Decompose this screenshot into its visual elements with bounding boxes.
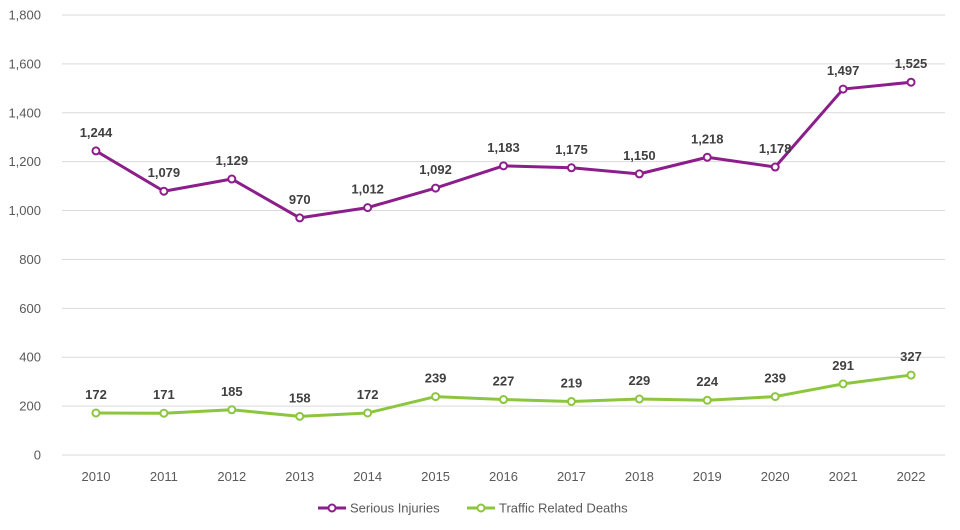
data-label: 229 (628, 373, 650, 388)
data-point (91, 146, 101, 156)
data-point (431, 392, 441, 402)
data-label: 1,244 (80, 125, 113, 140)
legend: Serious Injuries Traffic Related Deaths (318, 501, 628, 516)
data-point (499, 161, 508, 171)
data-point (227, 405, 237, 415)
legend-marker-serious-injuries (327, 503, 337, 513)
x-tick-label: 2017 (557, 469, 586, 484)
data-point (634, 394, 644, 404)
data-label: 1,183 (487, 140, 520, 155)
data-point (566, 163, 576, 173)
data-label: 970 (289, 192, 311, 207)
y-axis-tick-labels: 0 200 400 600 800 1,000 1,200 1,400 1,600 1,800 (8, 8, 41, 463)
data-point (363, 408, 373, 418)
data-point (906, 77, 916, 87)
y-tick-label: 0 (34, 448, 41, 463)
data-label: 1,497 (827, 63, 860, 78)
data-label: 224 (696, 374, 718, 389)
data-point (906, 370, 916, 380)
data-point (634, 169, 644, 179)
data-point (295, 411, 305, 421)
data-label: 1,218 (691, 131, 724, 146)
data-label: 158 (289, 390, 311, 405)
x-tick-label: 2018 (625, 469, 654, 484)
x-tick-label: 2019 (693, 469, 722, 484)
x-tick-label: 2014 (353, 469, 382, 484)
x-tick-label: 2016 (489, 469, 518, 484)
legend-item-traffic-deaths: Traffic Related Deaths (467, 501, 628, 516)
data-point (702, 152, 712, 162)
data-point (159, 186, 169, 196)
data-label: 1,175 (555, 142, 588, 157)
y-tick-label: 200 (19, 399, 41, 414)
data-label: 171 (153, 387, 175, 402)
gridlines (62, 14, 945, 456)
data-label: 1,129 (216, 153, 249, 168)
y-tick-label: 1,200 (8, 154, 41, 169)
legend-label-serious-injuries: Serious Injuries (350, 501, 440, 516)
y-tick-label: 600 (19, 301, 41, 316)
data-label: 185 (221, 384, 243, 399)
y-tick-label: 800 (19, 252, 41, 267)
data-label: 1,525 (895, 56, 928, 71)
data-label: 239 (764, 371, 786, 386)
data-label: 227 (493, 374, 515, 389)
data-point (499, 395, 508, 405)
data-point (702, 395, 712, 405)
data-point (227, 174, 237, 184)
x-tick-label: 2022 (897, 469, 926, 484)
legend-item-serious-injuries: Serious Injuries (318, 501, 440, 516)
data-label: 172 (85, 387, 107, 402)
legend-marker-traffic-deaths (476, 503, 486, 513)
x-tick-label: 2020 (761, 469, 790, 484)
data-point (566, 396, 576, 406)
x-axis-tick-labels: 2010 2011 2012 2013 2014 2015 2016 2017 2018 2019… (82, 469, 926, 484)
y-tick-label: 1,800 (8, 8, 41, 23)
data-label: 1,012 (351, 182, 384, 197)
y-tick-label: 1,600 (8, 56, 41, 71)
x-tick-label: 2015 (421, 469, 450, 484)
legend-label-traffic-deaths: Traffic Related Deaths (499, 501, 628, 516)
data-point (363, 203, 373, 213)
data-label: 1,092 (419, 162, 452, 177)
data-point (91, 408, 101, 418)
data-label: 1,150 (623, 148, 656, 163)
data-point (838, 379, 848, 389)
data-label: 291 (832, 358, 854, 373)
data-point (770, 162, 780, 172)
data-label: 172 (357, 387, 379, 402)
x-tick-label: 2010 (82, 469, 111, 484)
series-lines (91, 77, 916, 421)
x-tick-label: 2021 (829, 469, 858, 484)
data-point (838, 84, 848, 94)
data-label: 1,178 (759, 141, 792, 156)
x-tick-label: 2012 (217, 469, 246, 484)
data-label: 327 (900, 349, 922, 364)
data-point (295, 213, 305, 223)
x-tick-label: 2011 (150, 469, 178, 484)
y-tick-label: 400 (19, 350, 41, 365)
data-point (770, 392, 780, 402)
data-label: 239 (425, 371, 447, 386)
data-point (159, 408, 169, 418)
x-tick-label: 2013 (285, 469, 314, 484)
y-tick-label: 1,000 (8, 203, 41, 218)
data-label: 1,079 (148, 165, 181, 180)
data-point (431, 183, 441, 193)
data-label: 219 (561, 375, 583, 390)
data-labels: 1,244 1,079 1,129 970 1,012 1,092 1,183 1,175 1,… (80, 56, 928, 405)
y-tick-label: 1,400 (8, 105, 41, 120)
